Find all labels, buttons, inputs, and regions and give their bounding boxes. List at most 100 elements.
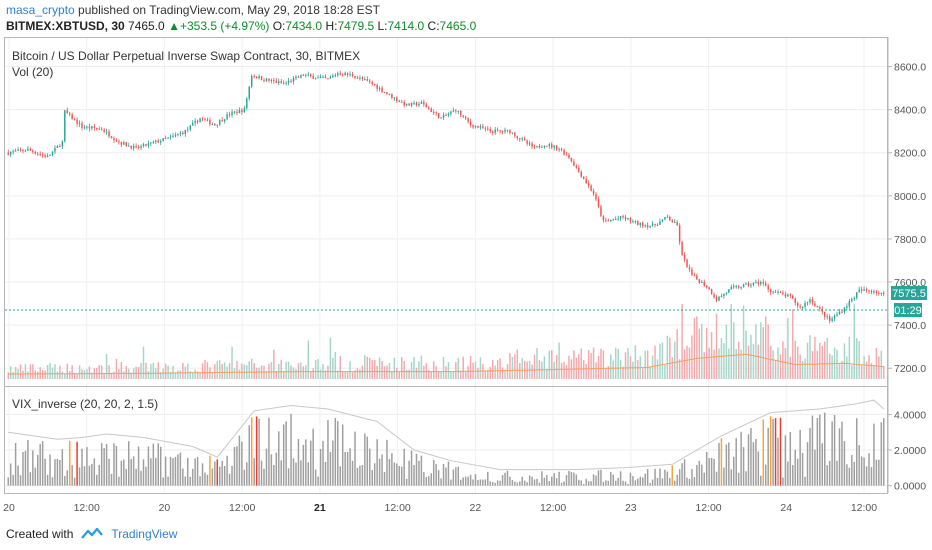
vix-bar <box>164 456 167 486</box>
candle-body <box>123 142 125 145</box>
volume-bar <box>179 370 182 379</box>
candle-body <box>46 155 49 158</box>
candle-body <box>578 167 580 172</box>
candle-body <box>811 299 814 304</box>
volume-bar <box>578 354 580 379</box>
candle-body <box>415 102 418 106</box>
vix-bar <box>509 476 511 486</box>
vix-bar <box>49 454 51 486</box>
volume-bar <box>329 337 332 379</box>
vix-bar <box>428 476 430 486</box>
volume-bar <box>157 362 159 379</box>
volume-bar <box>68 371 71 379</box>
volume-bar <box>701 323 703 379</box>
volume-bar <box>487 369 489 379</box>
candle-body <box>836 314 838 316</box>
author-link[interactable]: masa_crypto <box>6 3 75 17</box>
candle-body <box>487 128 489 130</box>
volume-bar <box>255 367 258 379</box>
vix-bar <box>425 477 428 486</box>
vix-bar <box>678 469 681 486</box>
volume-bar <box>740 349 742 379</box>
candle-body <box>263 80 265 82</box>
vix-bar <box>103 448 105 486</box>
vix-bar <box>634 480 637 486</box>
candle-body <box>346 72 349 75</box>
candle-body <box>115 140 118 142</box>
vix-bar <box>673 480 676 486</box>
vix-bar <box>487 471 489 486</box>
tradingview-brand-link[interactable]: TradingView <box>111 527 178 541</box>
volume-bar <box>76 373 78 379</box>
candle-body <box>501 130 504 132</box>
volume-bar <box>39 367 41 379</box>
volume-bar <box>870 363 873 379</box>
vix-bar <box>400 466 403 486</box>
vix-bar <box>309 440 312 486</box>
volume-bar <box>128 368 130 379</box>
candle-body <box>637 220 639 226</box>
last-price-tag <box>891 286 927 300</box>
candle-body <box>528 143 531 145</box>
candle-body <box>809 299 811 303</box>
candle-body <box>226 114 228 120</box>
candle-body <box>275 81 278 83</box>
volume-bar <box>821 345 824 379</box>
vix-bar <box>432 459 435 486</box>
vix-bar <box>782 477 784 486</box>
vix-bar <box>359 465 361 486</box>
candle-body <box>570 157 573 162</box>
candle-body <box>22 149 24 151</box>
volume-bar <box>396 367 398 379</box>
price-axis[interactable]: 8600.08400.08200.08000.07800.07600.07400… <box>888 62 926 376</box>
footer: Created with TradingView <box>6 527 177 541</box>
candle-body <box>851 298 853 302</box>
candle-body <box>614 218 617 220</box>
vix-bar <box>388 459 391 486</box>
vix-bar <box>651 479 654 486</box>
vix-bar <box>44 458 46 486</box>
chart-area[interactable]: 8600.08400.08200.08000.07800.07600.07400… <box>0 37 932 522</box>
candle-body <box>767 285 769 290</box>
volume-bar <box>853 304 855 379</box>
volume-bar <box>747 345 750 379</box>
vix-bar <box>292 458 295 486</box>
volume-bar <box>509 353 511 379</box>
vix-bar <box>22 452 24 486</box>
vix-bar <box>659 468 661 486</box>
volume-bar <box>83 369 86 379</box>
volume-bar <box>49 363 51 379</box>
high-value: 7479.5 <box>337 19 375 33</box>
candle-body <box>314 78 317 80</box>
vix-bar <box>826 465 828 486</box>
volume-bar <box>250 358 253 379</box>
vix-bar <box>386 439 388 486</box>
candle-body <box>187 129 189 131</box>
volume-bar <box>118 369 120 379</box>
volume-bar <box>723 343 725 379</box>
candle-body <box>681 241 683 255</box>
vix-bar <box>275 452 278 486</box>
vix-bar <box>120 460 123 486</box>
volume-bar <box>423 365 425 379</box>
candle-body <box>585 179 587 184</box>
vix-axis[interactable]: 4.0000 2.0000 0.0000 <box>888 409 926 493</box>
symbol-label: BITMEX:XBTUSD, 30 <box>6 19 125 33</box>
candle-body <box>440 117 442 119</box>
vix-bar <box>447 461 450 486</box>
candle-body <box>477 126 479 128</box>
vix-bar <box>578 479 580 486</box>
candle-body <box>560 148 563 150</box>
candle-body <box>816 306 819 308</box>
candle-body <box>801 307 804 309</box>
candle-body <box>322 76 324 78</box>
time-axis[interactable]: 20 12:00 20 12:00 21 12:00 22 12:00 23 12:00 24 12:… <box>3 502 877 514</box>
last-price: 7465.0 <box>128 19 165 33</box>
vix-bar <box>474 474 477 486</box>
volume-bar <box>292 367 295 379</box>
volume-bar <box>883 366 885 379</box>
vix-bar <box>627 484 629 486</box>
candle-body <box>258 76 260 79</box>
vix-bar <box>610 472 612 486</box>
vix-bar <box>809 427 811 486</box>
